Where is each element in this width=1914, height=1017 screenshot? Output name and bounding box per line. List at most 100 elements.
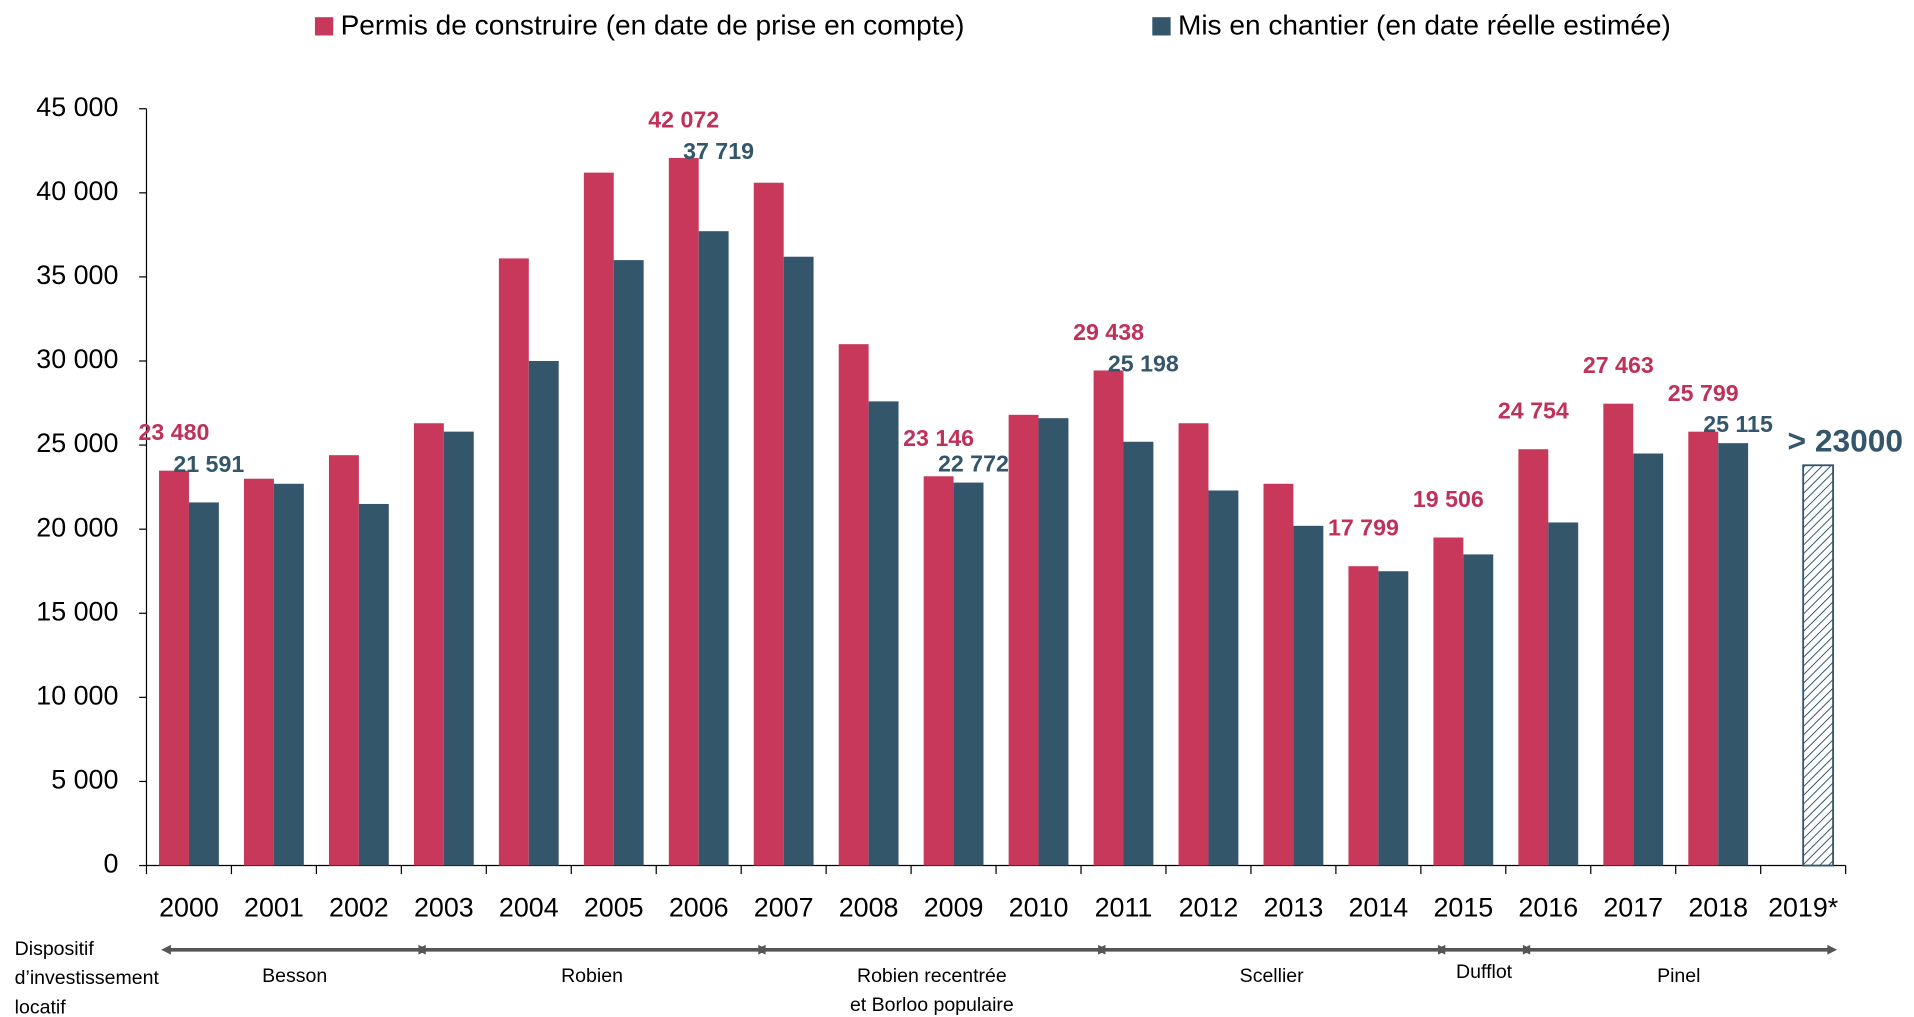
x-tick-label: 2007 xyxy=(754,893,814,923)
period-label: Robien recentrée xyxy=(857,965,1007,987)
bar xyxy=(1378,571,1409,866)
bar xyxy=(1293,525,1324,866)
x-tick-label: 2004 xyxy=(499,893,559,923)
period-label: Pinel xyxy=(1657,965,1700,987)
bar xyxy=(583,172,614,866)
bar xyxy=(159,470,189,866)
x-tick-label: 2008 xyxy=(839,893,899,923)
x-tick-label: 2010 xyxy=(1009,893,1069,923)
x-tick-label: 2000 xyxy=(159,893,219,923)
value-label: 29 438 xyxy=(1073,319,1144,345)
period-arrow xyxy=(1827,944,1838,955)
x-tick-label: 2016 xyxy=(1518,893,1578,923)
x-tick-label: 2006 xyxy=(669,893,729,923)
bar xyxy=(498,258,529,866)
bar xyxy=(668,157,699,866)
x-tick-label: 2003 xyxy=(414,893,474,923)
periods-title: Dispositif xyxy=(15,938,95,960)
bar xyxy=(1548,522,1579,866)
bar xyxy=(753,182,784,866)
bar xyxy=(413,423,444,866)
bar xyxy=(1633,453,1664,866)
value-label: 22 772 xyxy=(938,451,1009,477)
value-label: 25 115 xyxy=(1703,411,1773,437)
legend-swatch xyxy=(1152,17,1171,36)
x-tick-label: 2015 xyxy=(1433,893,1493,923)
period-label: Scellier xyxy=(1240,965,1304,987)
period-arrow xyxy=(161,944,171,955)
bar xyxy=(188,502,219,866)
value-label: 25 799 xyxy=(1668,380,1739,406)
y-tick-label: 45 000 xyxy=(36,92,118,122)
x-tick-label: 2002 xyxy=(329,893,389,923)
period-label: et Borloo populaire xyxy=(850,994,1014,1016)
bar xyxy=(1123,441,1154,866)
period-label: Dufflot xyxy=(1456,961,1513,983)
bar xyxy=(273,483,304,866)
x-tick-label: 2017 xyxy=(1603,893,1663,923)
bar xyxy=(1263,483,1294,866)
bar xyxy=(953,482,984,866)
bar xyxy=(1008,414,1039,866)
y-tick-label: 5 000 xyxy=(51,765,118,795)
bar xyxy=(244,478,274,866)
period-label: Robien xyxy=(561,965,623,987)
bar xyxy=(1178,423,1209,866)
bar xyxy=(1038,418,1069,866)
value-label: 23 146 xyxy=(903,425,974,451)
value-label: 17 799 xyxy=(1328,515,1399,541)
bar xyxy=(1518,449,1549,866)
x-tick-label: 2001 xyxy=(244,893,304,923)
bar xyxy=(1093,370,1124,866)
estimate-label: > 23000 xyxy=(1788,423,1904,459)
bar xyxy=(328,455,359,866)
legend-label: Permis de construire (en date de prise e… xyxy=(341,9,965,40)
y-tick-label: 0 xyxy=(103,849,118,879)
y-tick-label: 40 000 xyxy=(36,176,118,206)
bar xyxy=(1718,443,1749,866)
legend-swatch xyxy=(314,17,334,36)
period-arrow xyxy=(755,944,766,955)
period-arrow xyxy=(1095,944,1106,955)
periods-title: locatif xyxy=(15,997,67,1017)
x-tick-label: 2009 xyxy=(924,893,984,923)
x-tick-label: 2013 xyxy=(1264,893,1324,923)
bar xyxy=(923,476,954,866)
y-tick-label: 30 000 xyxy=(36,344,118,374)
bar xyxy=(443,431,474,866)
x-tick-label: 2005 xyxy=(584,893,644,923)
x-tick-label: 2018 xyxy=(1688,893,1748,923)
bar xyxy=(1603,403,1634,866)
period-label: Besson xyxy=(262,965,327,987)
value-label: 37 719 xyxy=(683,138,754,164)
x-tick-label: 2011 xyxy=(1095,893,1153,923)
bar xyxy=(1348,566,1379,866)
y-tick-label: 15 000 xyxy=(36,596,118,626)
period-arrow xyxy=(1435,944,1446,955)
legend-label: Mis en chantier (en date réelle estimée) xyxy=(1178,9,1671,40)
bar xyxy=(868,401,899,866)
period-arrow xyxy=(416,944,426,955)
value-label: 19 506 xyxy=(1413,486,1484,512)
bar xyxy=(1688,431,1719,866)
x-tick-label: 2012 xyxy=(1179,893,1239,923)
estimate-bar xyxy=(1802,464,1834,867)
value-label: 25 198 xyxy=(1108,351,1179,377)
y-tick-label: 20 000 xyxy=(36,512,118,542)
bar xyxy=(838,344,869,866)
bar xyxy=(698,231,729,866)
y-tick-label: 35 000 xyxy=(36,260,118,290)
bar xyxy=(358,503,389,866)
x-tick-label: 2014 xyxy=(1349,893,1409,923)
periods-title: d’investissement xyxy=(15,967,160,989)
value-label: 42 072 xyxy=(648,106,719,132)
value-label: 23 480 xyxy=(139,419,210,445)
bar xyxy=(1463,554,1494,866)
y-tick-label: 25 000 xyxy=(36,428,118,458)
period-arrow xyxy=(1520,944,1531,955)
bar xyxy=(1208,490,1239,866)
bar xyxy=(1433,537,1464,866)
value-label: 24 754 xyxy=(1498,398,1569,424)
